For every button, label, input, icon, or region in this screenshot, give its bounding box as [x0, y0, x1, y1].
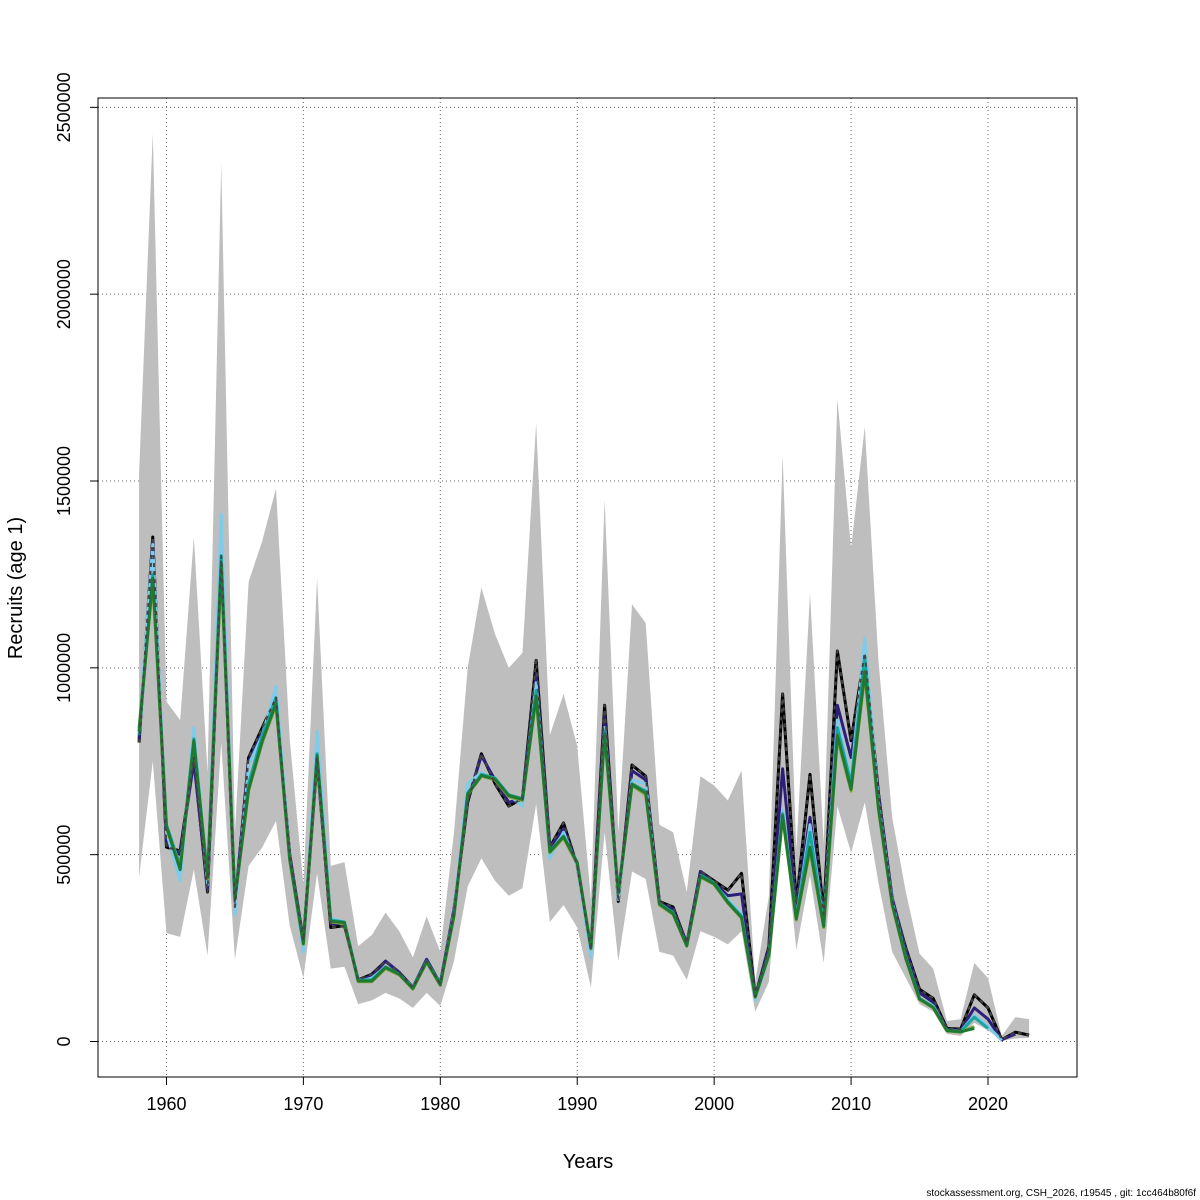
x-tick-label: 1980	[420, 1094, 460, 1114]
x-tick-label: 2020	[968, 1094, 1008, 1114]
series-line-1	[138, 536, 1030, 1041]
series-layer	[137, 513, 1030, 1042]
y-tick-label: 500000	[54, 825, 74, 885]
y-tick-label: 1000000	[54, 633, 74, 703]
y-axis: 0 500000 1000000 1500000 2000000 2500000	[54, 72, 99, 1047]
x-tick-label: 1990	[557, 1094, 597, 1114]
y-tick-label: 2500000	[54, 72, 74, 142]
y-tick-label: 2000000	[54, 259, 74, 329]
x-axis-title: Years	[563, 1151, 613, 1173]
footer-text: stockassessment.org, CSH_2026, r19545 , …	[926, 1188, 1196, 1199]
x-tick-label: 2010	[831, 1094, 871, 1114]
y-tick-label: 0	[54, 1036, 74, 1046]
x-tick-label: 1960	[146, 1094, 186, 1114]
x-axis: 1960 1970 1980 1990 2000 2010 2020	[146, 1076, 1008, 1114]
x-tick-label: 1970	[283, 1094, 323, 1114]
x-tick-label: 2000	[694, 1094, 734, 1114]
series-line-6	[137, 563, 975, 1034]
y-axis-title: Recruits (age 1)	[5, 517, 27, 659]
y-tick-label: 1500000	[54, 446, 74, 516]
